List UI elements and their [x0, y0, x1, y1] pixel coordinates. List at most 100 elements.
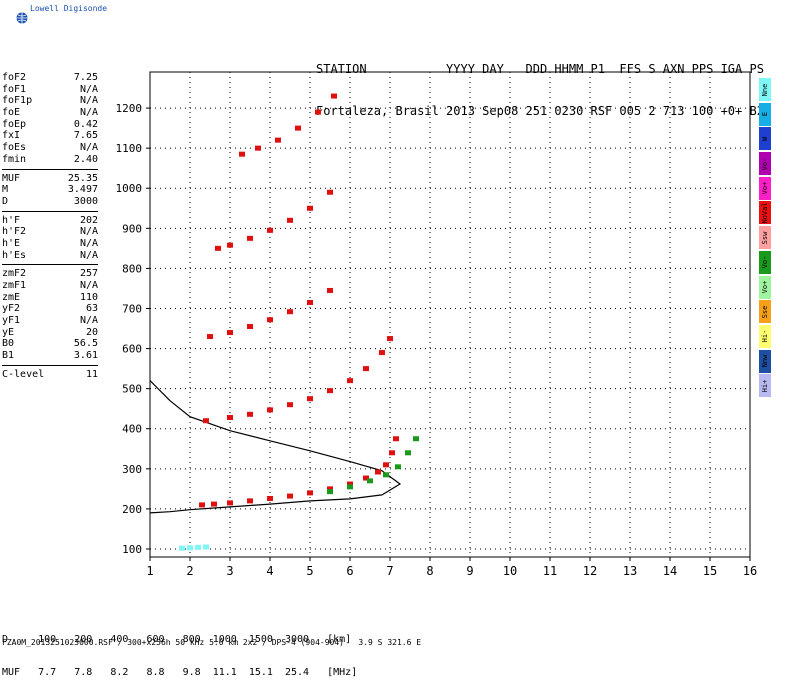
x-tick-label: 12 [583, 564, 597, 578]
param-name: zmF1 [2, 280, 27, 291]
param-value: 7.65 [73, 130, 98, 142]
trace-point [287, 217, 293, 223]
x-tick-label: 13 [623, 564, 637, 578]
param-value: 25.35 [67, 172, 98, 184]
y-tick-label: 700 [122, 302, 142, 315]
trace-point [187, 545, 193, 551]
trace-point [389, 450, 395, 456]
param-value: 7.25 [73, 72, 98, 83]
legend-swatch: E [759, 102, 771, 126]
param-name: foEs [2, 142, 27, 154]
trace-point [327, 287, 333, 293]
param-separator [2, 168, 98, 170]
param-row: MUF 25.35 [2, 173, 98, 185]
param-row: zmF1 N/A [2, 280, 98, 292]
param-name: yF2 [2, 303, 21, 315]
param-name: M [2, 184, 9, 196]
legend-label: Hi+ [761, 379, 769, 393]
legend-swatch: Nnw [759, 349, 771, 373]
param-name: MUF [2, 172, 21, 184]
param-name: h'Es [2, 249, 27, 261]
trace-point [227, 500, 233, 506]
y-tick-label: 1200 [116, 102, 143, 115]
legend-swatch: Nne [759, 78, 771, 101]
polarization-legend: Nne E W Vo- Vo+ NoVal Ssw Vo- Vo+ Sse Hi- Nnw Hi+ [759, 78, 771, 399]
trace-point [331, 93, 337, 99]
trace-point [295, 125, 301, 131]
param-name: fmin [2, 153, 27, 165]
y-tick-label: 600 [122, 343, 142, 356]
legend-swatch: Sse [759, 300, 771, 324]
param-row: yE 20 [2, 327, 98, 339]
legend-label: Vo- [761, 255, 769, 269]
x-tick-label: 2 [186, 564, 193, 578]
param-name: foEp [2, 118, 27, 130]
trace-point [203, 544, 209, 550]
param-value: 20 [85, 326, 98, 338]
trace-point [363, 366, 369, 372]
param-separator [2, 364, 98, 366]
legend-label: W [761, 136, 769, 141]
trace-point [287, 402, 293, 408]
trace-point [211, 501, 217, 507]
trace-point [215, 245, 221, 251]
param-row: foF1 N/A [2, 84, 98, 96]
param-name: B0 [2, 338, 15, 350]
trace-point [275, 137, 281, 143]
param-value: 2.40 [73, 153, 98, 165]
param-row: h'F2 N/A [2, 226, 98, 238]
trace-point [247, 411, 253, 417]
param-row: h'E N/A [2, 238, 98, 250]
legend-swatch: NoVal [759, 201, 771, 225]
param-value: 3.497 [67, 184, 98, 196]
param-value: 202 [79, 214, 98, 226]
legend-swatch: Vo+ [759, 176, 771, 200]
trace-point [405, 450, 411, 456]
param-value: N/A [79, 142, 98, 154]
param-row: fxI 7.65 [2, 130, 98, 142]
param-name: yE [2, 326, 15, 338]
param-separator [2, 210, 98, 212]
trace-point [199, 502, 205, 508]
ionogram-plot: 1 2 3 4 5 6 7 8 9 10 11 12 13 14 15 1610020030040050060… [116, 71, 757, 578]
param-row: B1 3.61 [2, 350, 98, 362]
param-row: foEs N/A [2, 142, 98, 154]
param-value: 3.61 [73, 350, 98, 362]
trace-point [307, 396, 313, 402]
legend-label: Ssw [761, 231, 769, 244]
header-values: Fortaleza, Brasil 2013 Sep08 251 0230 RS… [316, 104, 764, 118]
param-value: 0.42 [73, 118, 98, 130]
param-name: h'F2 [2, 226, 27, 238]
trace-point [247, 498, 253, 504]
trace-point [207, 334, 213, 340]
param-name: B1 [2, 350, 15, 362]
distance-row: D 100 200 400 600 800 1000 1500 3000 [km… [2, 634, 352, 645]
trace-point [367, 478, 373, 484]
param-value: 63 [85, 303, 98, 315]
logo: Lowell Digisonde [8, 2, 128, 26]
legend-swatch: W [759, 127, 771, 151]
trace-point [379, 350, 385, 356]
legend-swatch: Hi- [759, 324, 771, 348]
trace-point [327, 486, 333, 492]
trace-point [327, 388, 333, 394]
x-tick-label: 3 [226, 564, 233, 578]
trace-point [267, 227, 273, 233]
x-tick-label: 1 [146, 564, 153, 578]
trace-point [247, 324, 253, 330]
param-row: zmE 110 [2, 292, 98, 304]
trace-point [247, 235, 253, 241]
trace-point [387, 336, 393, 342]
legend-label: Vo- [761, 157, 769, 170]
trace-point [227, 242, 233, 248]
param-name: h'E [2, 237, 21, 249]
param-row: M 3.497 [2, 184, 98, 196]
param-name: foE [2, 107, 21, 119]
trace-point [327, 189, 333, 195]
param-value: N/A [79, 237, 98, 249]
y-tick-label: 1100 [116, 142, 143, 155]
trace-point [327, 489, 333, 495]
y-tick-label: 500 [122, 383, 142, 396]
trace-point [267, 495, 273, 501]
param-value: N/A [79, 280, 98, 291]
